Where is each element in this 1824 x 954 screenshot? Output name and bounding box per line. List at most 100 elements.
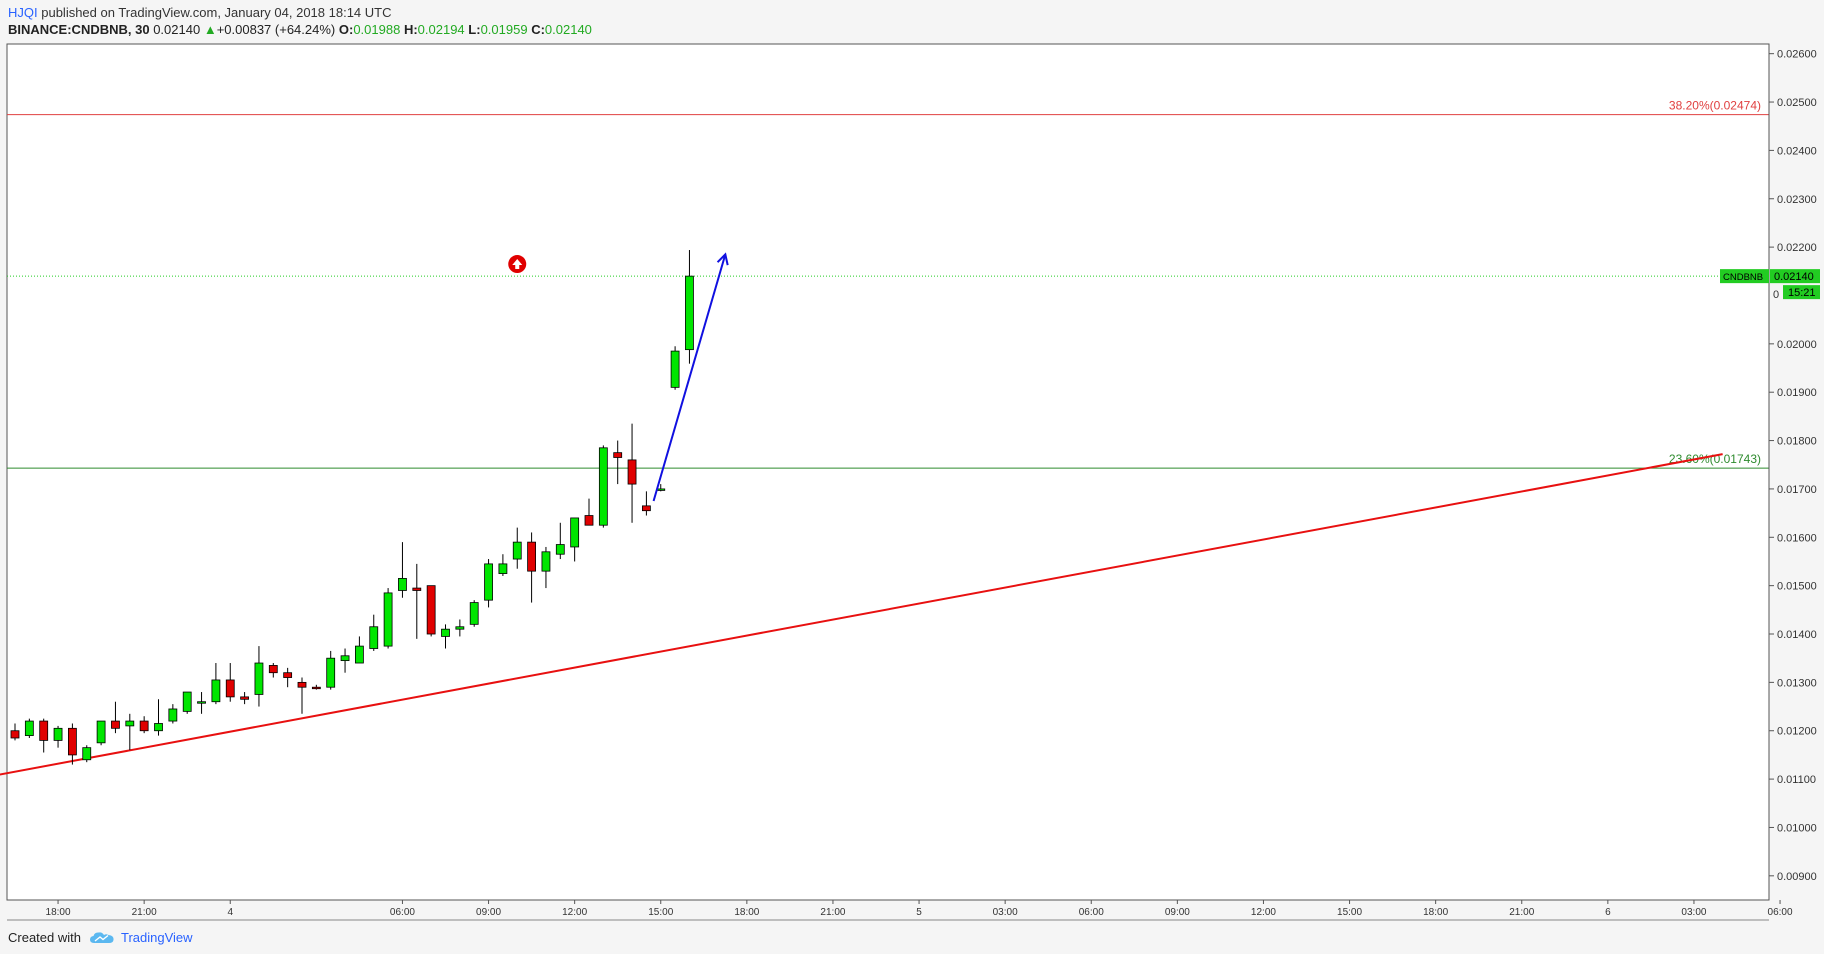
candle-down[interactable] [225,679,235,698]
candle-up[interactable] [398,577,407,591]
time-tick-label: 6 [1605,907,1611,918]
candle-up[interactable] [254,662,264,695]
ohlc-legend: BINANCE:CNDBNB, 30 0.02140 ▲+0.00837 (+6… [8,22,592,37]
open-label: O: [338,22,354,37]
close-value: 0.02140 [544,22,592,37]
time-tick-label: 5 [916,907,922,918]
candle-up[interactable] [498,563,508,574]
support-trendline[interactable] [0,453,1723,781]
candle-down[interactable] [283,672,293,678]
countdown-label: 15:21 [1788,287,1816,299]
author-link[interactable]: HJQI [8,5,38,20]
time-tick-label: 18:00 [734,907,759,918]
time-tick-label: 09:00 [1165,907,1190,918]
candle-down[interactable] [10,730,20,739]
candle-down[interactable] [613,452,623,458]
candle-up[interactable] [354,645,364,664]
candle-up[interactable] [96,720,106,744]
candle-down[interactable] [311,686,321,690]
candle-up[interactable] [469,602,479,625]
price-tick-label: 0.02000 [1777,339,1817,351]
candle-up[interactable] [326,657,336,688]
change-value: +0.00837 (+64.24%) [216,22,336,37]
price-tick-label: 0.01900 [1777,387,1817,399]
time-tick-label: 06:00 [1768,907,1793,918]
price-tick-label: 0.01500 [1777,581,1817,593]
price-tick-label-partial: 0 [1773,289,1779,301]
open-value: 0.01988 [353,22,401,37]
candle-down[interactable] [627,459,637,485]
price-tick-label: 0.01200 [1777,726,1817,738]
candle-up[interactable] [670,350,680,388]
candle-down[interactable] [642,505,651,512]
red-up-arrow-circle-icon[interactable] [508,255,527,274]
candle-up[interactable] [168,708,178,722]
candle-down[interactable] [584,515,594,526]
candle-up[interactable] [455,626,465,630]
time-tick-label: 06:00 [390,907,415,918]
tradingview-cloud-icon[interactable] [89,931,115,945]
time-tick-label: 12:00 [562,907,587,918]
candle-down[interactable] [426,585,436,635]
last-value: 0.02140 [153,22,201,37]
time-tick-label: 09:00 [476,907,501,918]
published-text: published on TradingView.com, January 04… [37,5,392,20]
time-tick-label: 15:00 [1337,907,1362,918]
time-axis[interactable]: 18:00 21:00 4 06:00 09:00 12:00 15:00 18:00 21:0… [7,899,1793,921]
candle-up[interactable] [211,679,221,703]
candle-up[interactable] [82,747,92,761]
candle-down[interactable] [527,541,536,572]
candle-up[interactable] [555,544,565,555]
candle-up[interactable] [441,628,450,637]
candle-up[interactable] [197,701,206,704]
created-with-text: Created with [8,930,81,945]
candle-up[interactable] [685,275,694,351]
candle-down[interactable] [412,587,422,591]
candle-down[interactable] [68,727,77,756]
time-tick-label: 03:00 [993,907,1018,918]
candle-down[interactable] [297,681,307,688]
price-tick-label: 0.02300 [1777,194,1817,206]
candle-down[interactable] [139,720,149,732]
candle-up[interactable] [154,723,163,732]
plot-area[interactable] [6,43,1770,901]
time-tick-label: 18:00 [1423,907,1448,918]
time-tick-label: 06:00 [1079,907,1104,918]
last-price-box [1770,269,1820,284]
price-axis[interactable]: 0.02600 0.02500 0.02400 0.02300 0.02200 0.020… [1720,49,1820,883]
candle-up[interactable] [53,727,63,741]
candle-down[interactable] [39,720,49,741]
candle-up[interactable] [340,655,350,662]
low-value: 0.01959 [480,22,528,37]
price-tick-label: 0.02400 [1777,145,1817,157]
candle-up[interactable] [182,691,192,712]
candle-up[interactable] [125,720,135,727]
price-tick-label: 0.02600 [1777,49,1817,61]
candle-up[interactable] [598,447,608,526]
projection-arrow-line[interactable] [652,254,727,502]
candle-down[interactable] [240,696,250,700]
candle-up[interactable] [570,517,580,548]
close-label: C: [531,22,545,37]
high-label: H: [403,22,418,37]
price-tick-label: 0.00900 [1777,871,1817,883]
candle-down[interactable] [111,720,120,729]
time-tick-label: 18:00 [46,907,71,918]
price-tick-label: 0.01700 [1777,484,1817,496]
price-tick-label: 0.02200 [1777,242,1817,254]
price-tick-label: 0.01300 [1777,677,1817,689]
candle-up[interactable] [541,551,551,572]
candle-up[interactable] [369,626,379,649]
candle-up[interactable] [383,592,393,647]
symbol-name: BINANCE:CNDBNB, 30 [8,22,150,37]
candle-down[interactable] [268,665,278,674]
candle-up[interactable] [484,563,493,601]
publish-info: HJQI published on TradingView.com, Janua… [8,5,392,20]
candle-up[interactable] [24,720,34,736]
time-tick-label: 4 [227,907,233,918]
price-tick-label: 0.01600 [1777,532,1817,544]
tradingview-link[interactable]: TradingView [120,930,193,945]
candle-up[interactable] [512,541,522,560]
price-tick-label: 0.01800 [1777,436,1817,448]
